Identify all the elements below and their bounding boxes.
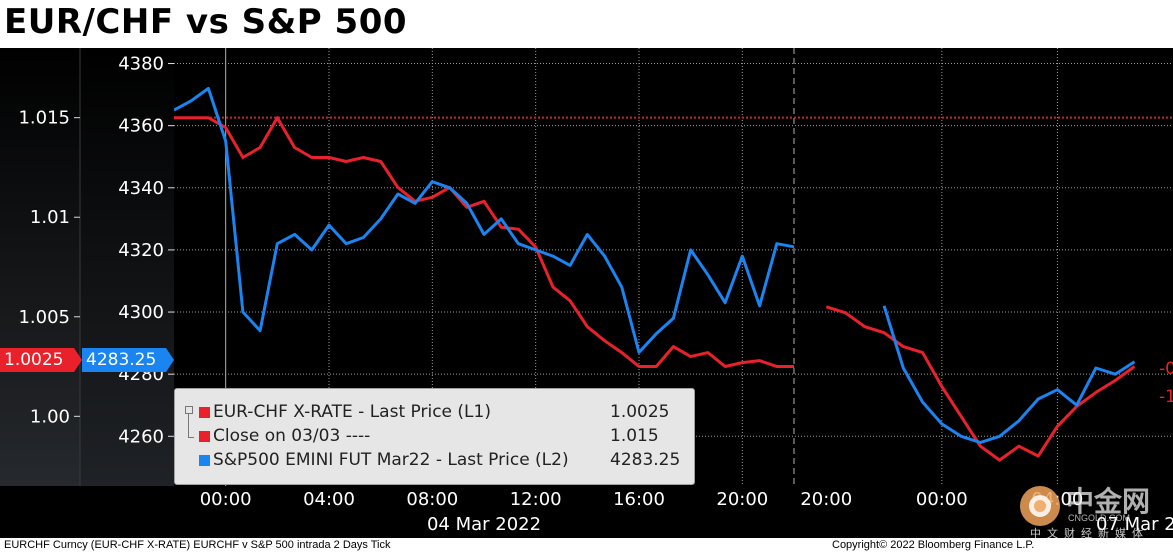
sp500-line: [882, 305, 1136, 444]
eurchf-swatch: [199, 407, 210, 418]
eurchf-tag-arrow: [74, 348, 82, 372]
legend-label: Close on 03/03 ----: [213, 426, 371, 446]
second-axis-panel: [80, 48, 174, 486]
watermark-brand: 中金网: [1066, 485, 1151, 518]
sp500-last-value: 4283.25: [86, 350, 157, 370]
legend-label: EUR-CHF X-RATE - Last Price (L1): [213, 402, 491, 422]
sp500-last-tag: 4283.25: [82, 348, 166, 372]
x-axis-tick-label: 00:00: [916, 489, 968, 510]
second-axis-tick-label: 4380: [118, 54, 164, 75]
x-axis-date-label: 07 Mar 2022: [1096, 514, 1173, 535]
left-axis-panel: [0, 48, 80, 486]
x-axis-tick-label: 08:00: [406, 489, 458, 510]
x-axis-tick-label: 00:00: [200, 489, 252, 510]
x-axis-tick-label: 16:00: [613, 489, 665, 510]
left-axis-tick-label: 1.00: [30, 406, 70, 427]
x-axis-tick-label: 12:00: [510, 489, 562, 510]
x-axis-date-label: 04 Mar 2022: [427, 514, 541, 535]
eurchf-line: [174, 116, 794, 368]
chart-title: EUR/CHF vs S&P 500: [4, 2, 408, 42]
watermark-site: CNGOLD.COM: [1068, 513, 1131, 523]
watermark: 中金网 CNGOLD.COM 中文财经新媒体: [1016, 482, 1173, 540]
x-axis-tick-label: 20:00: [800, 489, 852, 510]
x-axis-tick-label: 04:00: [303, 489, 355, 510]
legend-item-close: Close on 03/03 ---- 1.015: [185, 426, 685, 448]
title-bar: EUR/CHF vs S&P 500: [0, 0, 1173, 48]
legend-tree-line: [188, 411, 194, 438]
left-axis-tick-label: 1.005: [18, 307, 70, 328]
right-tag-1-value: -0.: [1159, 359, 1173, 379]
legend: EUR-CHF X-RATE - Last Price (L1) 1.0025 …: [174, 388, 695, 485]
legend-tree-node: [185, 406, 193, 414]
copyright: Copyright© 2022 Bloomberg Finance L.P.: [832, 539, 1035, 551]
footer-description: EURCHF Curncy (EUR-CHF X-RATE) EURCHF v …: [4, 539, 391, 551]
watermark-logo-icon: [1020, 486, 1060, 526]
legend-value: 4283.25: [610, 450, 681, 470]
legend-label: S&P500 EMINI FUT Mar22 - Last Price (L2): [213, 450, 569, 470]
second-axis-tick-label: 4360: [118, 116, 164, 137]
second-axis-tick-label: 4300: [118, 302, 164, 323]
legend-value: 1.015: [610, 426, 659, 446]
second-axis-tick-label: 4320: [118, 240, 164, 261]
x-axis-tick-label: 20:00: [716, 489, 768, 510]
legend-item-eurchf: EUR-CHF X-RATE - Last Price (L1) 1.0025: [185, 402, 685, 424]
sp500-tag-arrow: [166, 348, 174, 372]
legend-item-sp500: S&P500 EMINI FUT Mar22 - Last Price (L2)…: [185, 450, 685, 472]
eurchf-line: [825, 305, 1136, 462]
sp500-line: [174, 86, 795, 354]
x-axis-panel: [0, 486, 1173, 538]
footer: EURCHF Curncy (EUR-CHF X-RATE) EURCHF v …: [0, 538, 1173, 553]
series-layer: [174, 86, 1173, 462]
left-axis-tick-label: 1.015: [18, 108, 70, 129]
left-axis-tick-label: 1.01: [30, 207, 70, 228]
eurchf-last-tag: 1.0025: [0, 348, 74, 372]
second-axis-tick-label: 4340: [118, 178, 164, 199]
grid: [174, 48, 1173, 538]
legend-value: 1.0025: [610, 402, 670, 422]
close-swatch: [199, 431, 210, 442]
left-axis: 1.00 1.005 1.01 1.015: [18, 108, 80, 427]
sp500-swatch: [199, 455, 210, 466]
right-tag-2-value: -1.: [1159, 387, 1173, 407]
eurchf-last-value: 1.0025: [4, 350, 64, 370]
second-axis-tick-label: 4260: [118, 426, 164, 447]
watermark-sub: 中文财经新媒体: [1030, 527, 1149, 540]
